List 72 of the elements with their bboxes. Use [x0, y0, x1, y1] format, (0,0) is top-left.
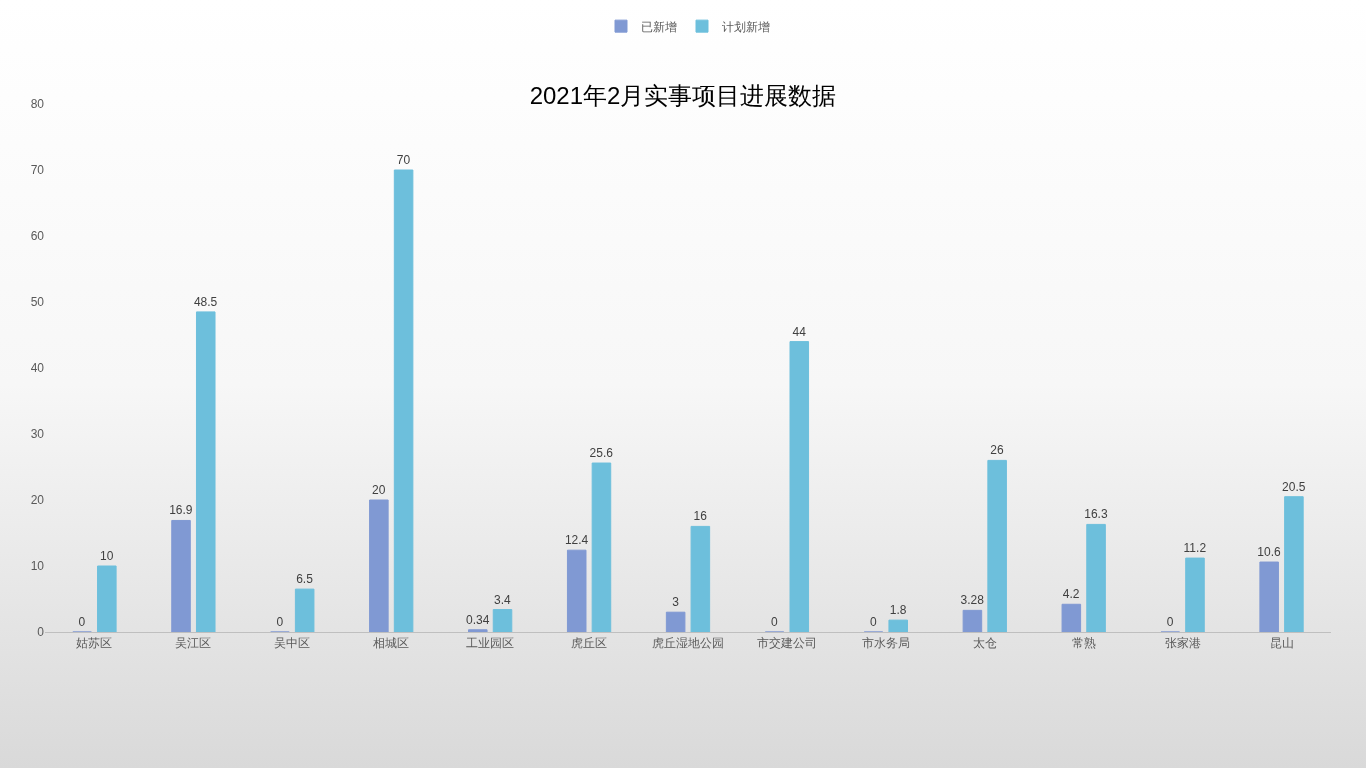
y-tick-label: 70	[30, 163, 45, 178]
data-label: 20	[372, 483, 386, 497]
data-label: 48.5	[193, 294, 218, 309]
y-tick-label: 40	[30, 361, 45, 376]
bar	[1185, 557, 1205, 632]
data-label: 0	[771, 615, 779, 629]
data-label: 16.9	[169, 503, 193, 518]
y-tick-label: 50	[30, 295, 45, 310]
data-label: 0	[1166, 615, 1174, 629]
bar	[1284, 496, 1304, 632]
data-label: 0	[869, 615, 877, 629]
data-label: 10	[99, 549, 114, 563]
x-tick-label: 吴中区	[274, 636, 311, 651]
data-label: 10.6	[1257, 545, 1282, 560]
bar	[987, 459, 1007, 632]
x-tick-label: 市水务局	[861, 636, 910, 651]
data-label: 26	[990, 443, 1004, 458]
y-tick-label: 20	[30, 493, 45, 508]
data-label: 3.28	[960, 593, 985, 608]
data-label: 6.5	[296, 572, 314, 587]
bar	[690, 525, 711, 632]
bar	[962, 609, 983, 632]
x-tick-label: 相城区	[373, 636, 410, 651]
data-label: 0.34	[465, 612, 490, 627]
chart-title: 2021年2月实事项目进展数据	[529, 82, 837, 110]
bar	[468, 629, 488, 632]
bar	[1061, 603, 1082, 632]
x-tick-label: 太仓	[972, 636, 997, 651]
legend-label: 已新增	[641, 19, 677, 34]
bar	[492, 609, 513, 632]
bar	[171, 519, 191, 632]
bar	[591, 462, 612, 632]
bar	[294, 588, 315, 632]
bar	[1086, 523, 1106, 632]
data-label: 16	[693, 509, 708, 524]
x-tick-label: 常熟	[1071, 636, 1096, 651]
data-label: 3	[672, 595, 680, 610]
bar	[888, 619, 908, 632]
legend-label: 计划新增	[722, 19, 770, 34]
x-tick-label: 虎丘湿地公园	[652, 636, 724, 651]
x-tick-label: 张家港	[1164, 636, 1201, 651]
data-label: 4.2	[1062, 587, 1080, 602]
y-tick-label: 0	[37, 625, 45, 640]
data-label: 16.3	[1084, 507, 1108, 522]
bar	[369, 499, 389, 632]
x-tick-label: 昆山	[1269, 636, 1294, 651]
data-label: 25.6	[589, 446, 614, 461]
data-label: 12.4	[564, 533, 589, 548]
data-label: 0	[78, 615, 86, 629]
bar	[665, 611, 686, 632]
data-label: 20.5	[1282, 479, 1306, 494]
y-tick-label: 30	[30, 427, 45, 442]
bar	[393, 169, 414, 632]
bar	[789, 341, 810, 632]
bar	[566, 549, 587, 632]
x-tick-label: 虎丘区	[571, 636, 608, 651]
data-label: 11.2	[1183, 541, 1207, 556]
x-tick-label: 吴江区	[175, 636, 212, 651]
data-label: 3.4	[494, 592, 512, 607]
y-tick-label: 60	[30, 229, 45, 244]
x-tick-label: 市交建公司	[756, 636, 817, 651]
x-tick-label: 工业园区	[466, 636, 515, 651]
data-label: 70	[396, 153, 411, 167]
bar	[97, 565, 117, 632]
bar	[1259, 561, 1279, 632]
y-tick-label: 10	[30, 559, 45, 574]
data-label: 1.8	[889, 603, 907, 618]
data-label: 0	[276, 615, 284, 629]
y-tick-label: 80	[30, 97, 45, 112]
x-tick-label: 姑苏区	[76, 636, 113, 651]
data-label: 44	[792, 324, 807, 339]
bar	[195, 311, 216, 632]
